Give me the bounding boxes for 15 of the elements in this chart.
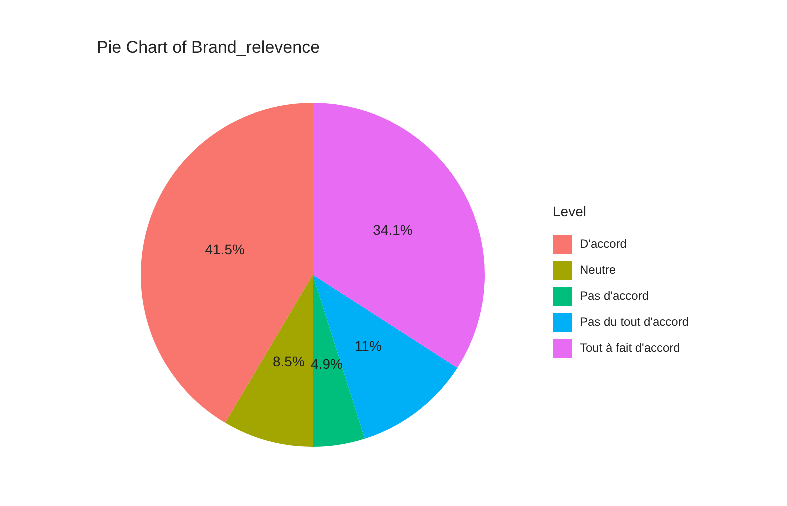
data-label: 34.1% — [373, 222, 413, 238]
pie-slice — [313, 275, 458, 439]
pie-slice — [225, 275, 313, 447]
legend-label: Neutre — [580, 263, 616, 278]
data-label: 8.5% — [272, 354, 305, 370]
chart-title: Pie Chart of Brand_relevence — [97, 38, 320, 57]
legend-label: Pas du tout d'accord — [580, 315, 690, 330]
pie-slice — [313, 103, 485, 368]
pie-slice — [141, 103, 313, 424]
data-label: 41.5% — [205, 242, 245, 258]
legend-label: Pas d'accord — [580, 289, 649, 304]
legend-label: D'accord — [580, 237, 627, 252]
legend-title: Level — [553, 204, 586, 220]
legend-label: Tout à fait d'accord — [580, 341, 680, 356]
data-label: 11% — [354, 338, 382, 354]
